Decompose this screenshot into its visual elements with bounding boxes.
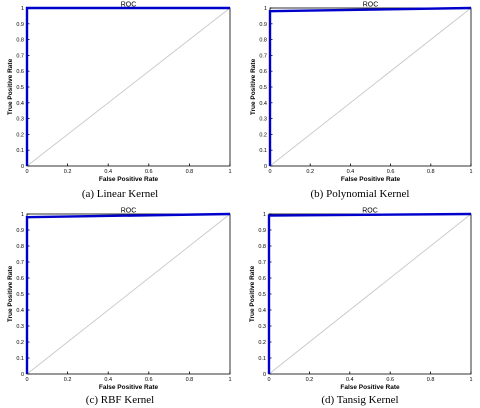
linear-y-tick-label: 0.4	[16, 101, 24, 107]
tansig-y-tick-label: 0.6	[258, 276, 266, 282]
linear-y-tick-label: 0.8	[16, 38, 24, 44]
rbf-diagonal-line	[26, 213, 231, 375]
tansig-x-tick-label: 0.8	[427, 377, 435, 383]
polynomial-roc-line	[268, 6, 472, 166]
linear-x-tick-label: 0.2	[64, 169, 72, 175]
rbf-x-tick-label: 0.6	[145, 377, 153, 383]
polynomial-x-axis-label: False Positive Rate	[341, 176, 401, 183]
rbf-x-tick-label: 1	[228, 377, 231, 383]
polynomial-y-tick-label: 0.8	[259, 38, 267, 44]
tansig-y-tick-label: 0.9	[258, 228, 266, 234]
polynomial-x-tick-label: 0.4	[347, 169, 355, 175]
rbf-y-tick-label: 0.9	[16, 228, 24, 234]
linear-x-tick-label: 0.8	[186, 169, 194, 175]
polynomial-y-tick-label: 1	[264, 6, 267, 12]
roc-panel-rbf: ROC 0 0.2 0.4 0.6 0.8 1 0 0.1 0.2 0.3 0.4 0.5 0.6 0.7 0…	[7, 208, 232, 392]
tansig-y-tick-label: 0.8	[258, 244, 266, 250]
rbf-x-tick-label: 0.2	[64, 377, 72, 383]
linear-x-tick-label: 0	[25, 169, 28, 175]
linear-y-tick-label: 0.9	[16, 22, 24, 28]
rbf-y-tick-label: 1	[21, 212, 24, 218]
rbf-y-tick-label: 0.4	[16, 308, 24, 314]
polynomial-y-tick-label: 0.4	[259, 101, 267, 107]
polynomial-y-tick-label: 0.1	[259, 148, 267, 154]
polynomial-x-tick-label: 0.6	[387, 169, 395, 175]
caption-rbf: (c) RBF Kernel	[85, 394, 155, 406]
linear-x-tick-label: 1	[228, 169, 231, 175]
linear-diagonal-line	[26, 7, 231, 167]
tansig-roc-line	[267, 212, 472, 374]
tansig-x-tick-label: 1	[469, 377, 472, 383]
polynomial-y-tick-label: 0.5	[259, 85, 267, 91]
tansig-diagonal-line	[268, 213, 472, 375]
tansig-y-tick-label: 1	[263, 212, 266, 218]
tansig-y-tick-label: 0.7	[258, 260, 266, 266]
polynomial-diagonal-line	[269, 7, 472, 167]
polynomial-x-tick-label: 0.8	[427, 169, 435, 175]
rbf-roc-line	[25, 212, 231, 374]
rbf-y-tick-label: 0.3	[16, 324, 24, 330]
rbf-x-tick-label: 0.4	[104, 377, 112, 383]
linear-chart-title: ROC	[121, 2, 137, 9]
polynomial-y-tick-label: 0	[264, 164, 267, 170]
rbf-y-axis-label: True Positive Rate	[7, 265, 14, 322]
tansig-x-axis-label: False Positive Rate	[340, 384, 400, 391]
caption-linear: (a) Linear Kernel	[81, 188, 159, 200]
polynomial-x-tick-label: 1	[469, 169, 472, 175]
polynomial-y-axis-label: True Positive Rate	[250, 58, 257, 115]
tansig-x-tick-label: 0.2	[306, 377, 314, 383]
rbf-x-tick-label: 0.8	[186, 377, 194, 383]
linear-x-tick-label: 0.4	[104, 169, 112, 175]
rbf-x-axis-label: False Positive Rate	[99, 384, 159, 391]
polynomial-x-tick-label: 0.2	[306, 169, 314, 175]
tansig-y-tick-label: 0.4	[258, 308, 266, 314]
rbf-y-tick-label: 0.7	[16, 260, 24, 266]
roc-panel-tansig: ROC 0 0.2 0.4 0.6 0.8 1 0 0.1 0.2 0.3 0.4 0.5 0.6 0.7 0…	[249, 208, 473, 392]
linear-y-tick-label: 0.1	[16, 148, 24, 154]
rbf-x-tick-label: 0	[25, 377, 28, 383]
tansig-y-tick-label: 0.5	[258, 292, 266, 298]
roc-panel-linear: ROC 0 0.2 0.4 0.6 0.8 1 0 0.1 0.2 0.3 0.4 0.5 0.6 0.7 0…	[7, 2, 232, 184]
rbf-y-tick-label: 0	[21, 372, 24, 378]
rbf-y-tick-label: 0.2	[16, 340, 24, 346]
rbf-y-tick-label: 0.5	[16, 292, 24, 298]
linear-y-tick-label: 0.5	[16, 85, 24, 91]
roc-panel-polynomial: ROC 0 0.2 0.4 0.6 0.8 1 0 0.1 0.2 0.3 0.4 0.5 0.6 0.7 0…	[250, 2, 473, 184]
polynomial-y-tick-label: 0.7	[259, 53, 267, 59]
rbf-chart-title: ROC	[121, 208, 137, 215]
tansig-y-tick-label: 0.1	[258, 356, 266, 362]
linear-y-axis-label: True Positive Rate	[7, 58, 14, 115]
polynomial-chart-title: ROC	[363, 2, 379, 9]
polynomial-y-tick-label: 0.2	[259, 132, 267, 138]
polynomial-y-tick-label: 0.9	[259, 22, 267, 28]
linear-y-tick-label: 0.6	[16, 69, 24, 75]
tansig-x-tick-label: 0	[267, 377, 270, 383]
tansig-y-tick-label: 0.2	[258, 340, 266, 346]
linear-y-tick-label: 0.7	[16, 53, 24, 59]
tansig-x-tick-label: 0.6	[386, 377, 394, 383]
tansig-y-tick-label: 0.3	[258, 324, 266, 330]
polynomial-y-tick-label: 0.6	[259, 69, 267, 75]
linear-y-tick-label: 0.3	[16, 117, 24, 123]
linear-y-tick-label: 1	[21, 6, 24, 12]
caption-polynomial: (b) Polynomial Kernel	[310, 188, 410, 200]
caption-tansig: (d) Tansig Kernel	[321, 394, 399, 406]
linear-x-tick-label: 0.6	[145, 169, 153, 175]
polynomial-x-tick-label: 0	[268, 169, 271, 175]
linear-y-tick-label: 0	[21, 164, 24, 170]
linear-y-tick-label: 0.2	[16, 132, 24, 138]
linear-x-axis-label: False Positive Rate	[99, 176, 159, 183]
polynomial-y-tick-label: 0.3	[259, 117, 267, 123]
linear-roc-line	[25, 6, 230, 166]
rbf-y-tick-label: 0.8	[16, 244, 24, 250]
tansig-x-tick-label: 0.4	[346, 377, 354, 383]
tansig-y-axis-label: True Positive Rate	[249, 265, 256, 322]
tansig-chart-title: ROC	[362, 208, 378, 215]
rbf-y-tick-label: 0.6	[16, 276, 24, 282]
tansig-y-tick-label: 0	[263, 372, 266, 378]
rbf-y-tick-label: 0.1	[16, 356, 24, 362]
